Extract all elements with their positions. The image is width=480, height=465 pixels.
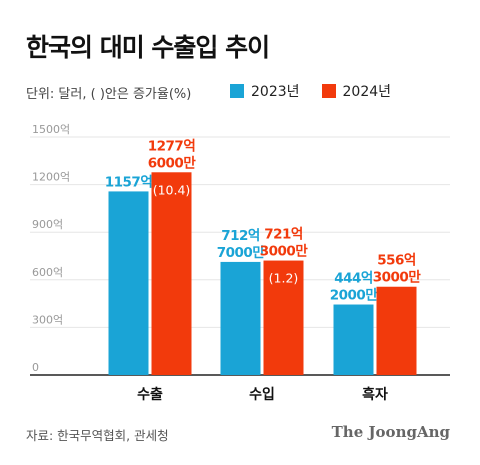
growth-annotation: (1.2) [269,271,299,286]
bar [151,172,192,375]
y-tick-label: 600억 [32,266,63,279]
x-tick-label: 흑자 [362,386,388,403]
growth-annotation: (10.4) [153,182,191,197]
unit-note: 단위: 달러, ( )안은 증가율(%) [26,83,191,102]
data-label: 721억 [264,227,303,243]
data-label: 6000만 [148,155,197,171]
bar [376,286,417,375]
y-tick-label: 900억 [32,218,63,231]
data-label: 1157억 [105,174,153,190]
legend-item-2024: 2024년 [321,81,392,101]
x-tick-label: 수입 [249,387,275,403]
bar [263,260,304,375]
y-tick-label: 300억 [32,313,63,326]
data-label: 556억 [377,253,416,269]
y-tick-label: 1200억 [32,171,70,184]
data-label: 712억 [221,228,260,244]
y-tick-label: 1500억 [32,123,70,136]
data-label: 1277억 [148,138,196,154]
data-label: 3000만 [260,244,309,260]
y-tick-label: 0 [32,361,39,374]
legend-label-2023: 2023년 [251,84,300,100]
legend-swatch-2024 [321,84,336,98]
x-tick-label: 수출 [137,386,163,403]
chart-title: 한국의 대미 수출입 추이 [26,33,270,62]
data-label: 7000만 [217,245,266,261]
unit-note-text: 단위: 달러, ( )안은 증가율(%) [26,87,192,102]
data-label: 444억 [334,271,373,287]
legend-item-2023: 2023년 [230,81,300,101]
legend: 2023년 2024년 [230,81,413,101]
legend-swatch-2023 [230,84,244,98]
data-label: 3000만 [373,270,422,286]
bar [220,261,261,375]
legend-label-2024: 2024년 [342,84,392,100]
bar [333,304,374,375]
source-note: 자료: 한국무역협회, 관세청 [26,428,169,443]
brand-logo: The JoongAng [331,423,450,441]
data-label: 2000만 [330,288,379,304]
bar [108,191,149,375]
